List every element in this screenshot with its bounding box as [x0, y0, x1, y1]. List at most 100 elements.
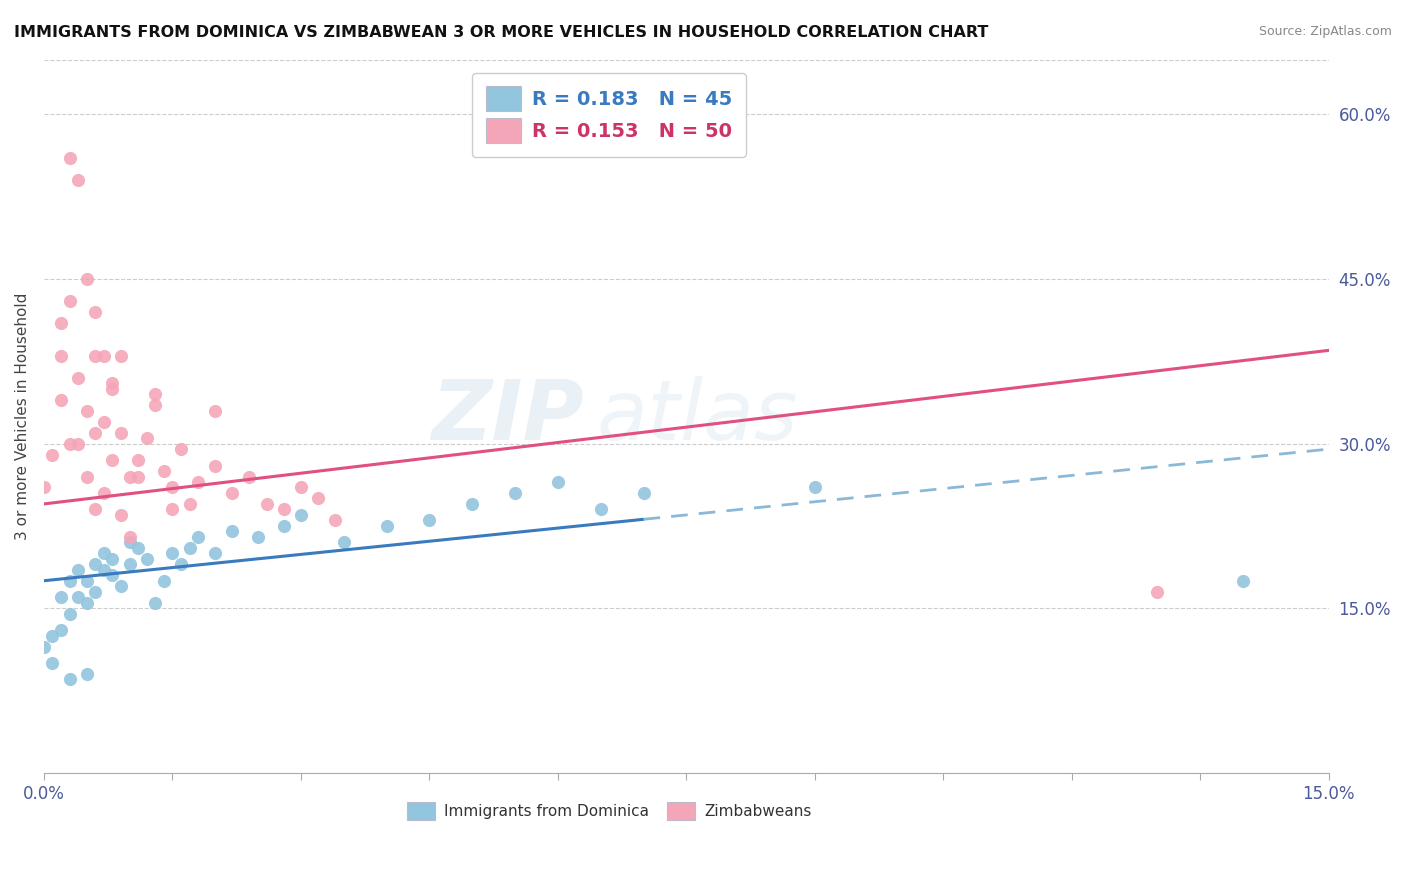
- Point: [76, 574, 98, 588]
- Text: IMMIGRANTS FROM DOMINICA VS ZIMBABWEAN 3 OR MORE VEHICLES IN HOUSEHOLD CORRELATI: IMMIGRANTS FROM DOMINICA VS ZIMBABWEAN 3…: [14, 25, 988, 40]
- Point: [135, 551, 157, 566]
- Point: [67, 591, 90, 605]
- Point: [76, 272, 98, 286]
- Point: [461, 497, 484, 511]
- Point: [1232, 574, 1254, 588]
- Point: [187, 530, 209, 544]
- Point: [238, 469, 260, 483]
- Point: [101, 453, 124, 467]
- Point: [58, 673, 80, 687]
- Point: [633, 486, 655, 500]
- Point: [118, 469, 141, 483]
- Text: ZIP: ZIP: [430, 376, 583, 457]
- Point: [110, 579, 132, 593]
- Point: [143, 596, 166, 610]
- Point: [204, 403, 226, 417]
- Point: [170, 442, 193, 456]
- Text: Source: ZipAtlas.com: Source: ZipAtlas.com: [1258, 25, 1392, 38]
- Point: [589, 502, 612, 516]
- Point: [307, 491, 329, 506]
- Point: [179, 497, 201, 511]
- Point: [76, 403, 98, 417]
- Point: [153, 464, 176, 478]
- Point: [93, 486, 115, 500]
- Point: [101, 382, 124, 396]
- Point: [135, 431, 157, 445]
- Point: [153, 574, 176, 588]
- Point: [58, 152, 80, 166]
- Point: [93, 546, 115, 560]
- Point: [49, 591, 72, 605]
- Point: [170, 558, 193, 572]
- Point: [58, 574, 80, 588]
- Point: [67, 173, 90, 187]
- Point: [127, 469, 149, 483]
- Point: [58, 436, 80, 450]
- Point: [118, 535, 141, 549]
- Point: [256, 497, 278, 511]
- Point: [127, 541, 149, 555]
- Y-axis label: 3 or more Vehicles in Household: 3 or more Vehicles in Household: [15, 293, 30, 540]
- Point: [41, 448, 63, 462]
- Point: [76, 469, 98, 483]
- Point: [101, 376, 124, 391]
- Point: [67, 563, 90, 577]
- Point: [41, 629, 63, 643]
- Point: [804, 481, 827, 495]
- Point: [273, 502, 295, 516]
- Point: [84, 558, 107, 572]
- Point: [93, 563, 115, 577]
- Point: [273, 519, 295, 533]
- Point: [67, 371, 90, 385]
- Point: [41, 656, 63, 670]
- Point: [49, 316, 72, 330]
- Point: [93, 415, 115, 429]
- Point: [162, 546, 184, 560]
- Point: [49, 349, 72, 363]
- Point: [143, 398, 166, 412]
- Point: [1146, 584, 1168, 599]
- Point: [110, 349, 132, 363]
- Point: [204, 458, 226, 473]
- Point: [179, 541, 201, 555]
- Point: [162, 481, 184, 495]
- Point: [84, 502, 107, 516]
- Point: [162, 502, 184, 516]
- Point: [247, 530, 270, 544]
- Point: [101, 568, 124, 582]
- Point: [76, 596, 98, 610]
- Point: [58, 293, 80, 308]
- Point: [375, 519, 398, 533]
- Point: [32, 640, 55, 654]
- Point: [332, 535, 354, 549]
- Point: [127, 453, 149, 467]
- Point: [187, 475, 209, 489]
- Point: [204, 546, 226, 560]
- Text: atlas: atlas: [596, 376, 799, 457]
- Point: [118, 530, 141, 544]
- Point: [290, 481, 312, 495]
- Point: [84, 305, 107, 319]
- Point: [221, 524, 243, 539]
- Point: [76, 667, 98, 681]
- Point: [323, 513, 346, 527]
- Point: [101, 551, 124, 566]
- Point: [118, 558, 141, 572]
- Point: [221, 486, 243, 500]
- Point: [67, 436, 90, 450]
- Point: [547, 475, 569, 489]
- Point: [290, 508, 312, 522]
- Point: [418, 513, 440, 527]
- Point: [84, 584, 107, 599]
- Point: [503, 486, 526, 500]
- Point: [58, 607, 80, 621]
- Point: [110, 508, 132, 522]
- Point: [49, 392, 72, 407]
- Point: [93, 349, 115, 363]
- Point: [49, 623, 72, 637]
- Point: [32, 481, 55, 495]
- Point: [110, 425, 132, 440]
- Point: [84, 349, 107, 363]
- Point: [84, 425, 107, 440]
- Legend: Immigrants from Dominica, Zimbabweans: Immigrants from Dominica, Zimbabweans: [401, 796, 817, 826]
